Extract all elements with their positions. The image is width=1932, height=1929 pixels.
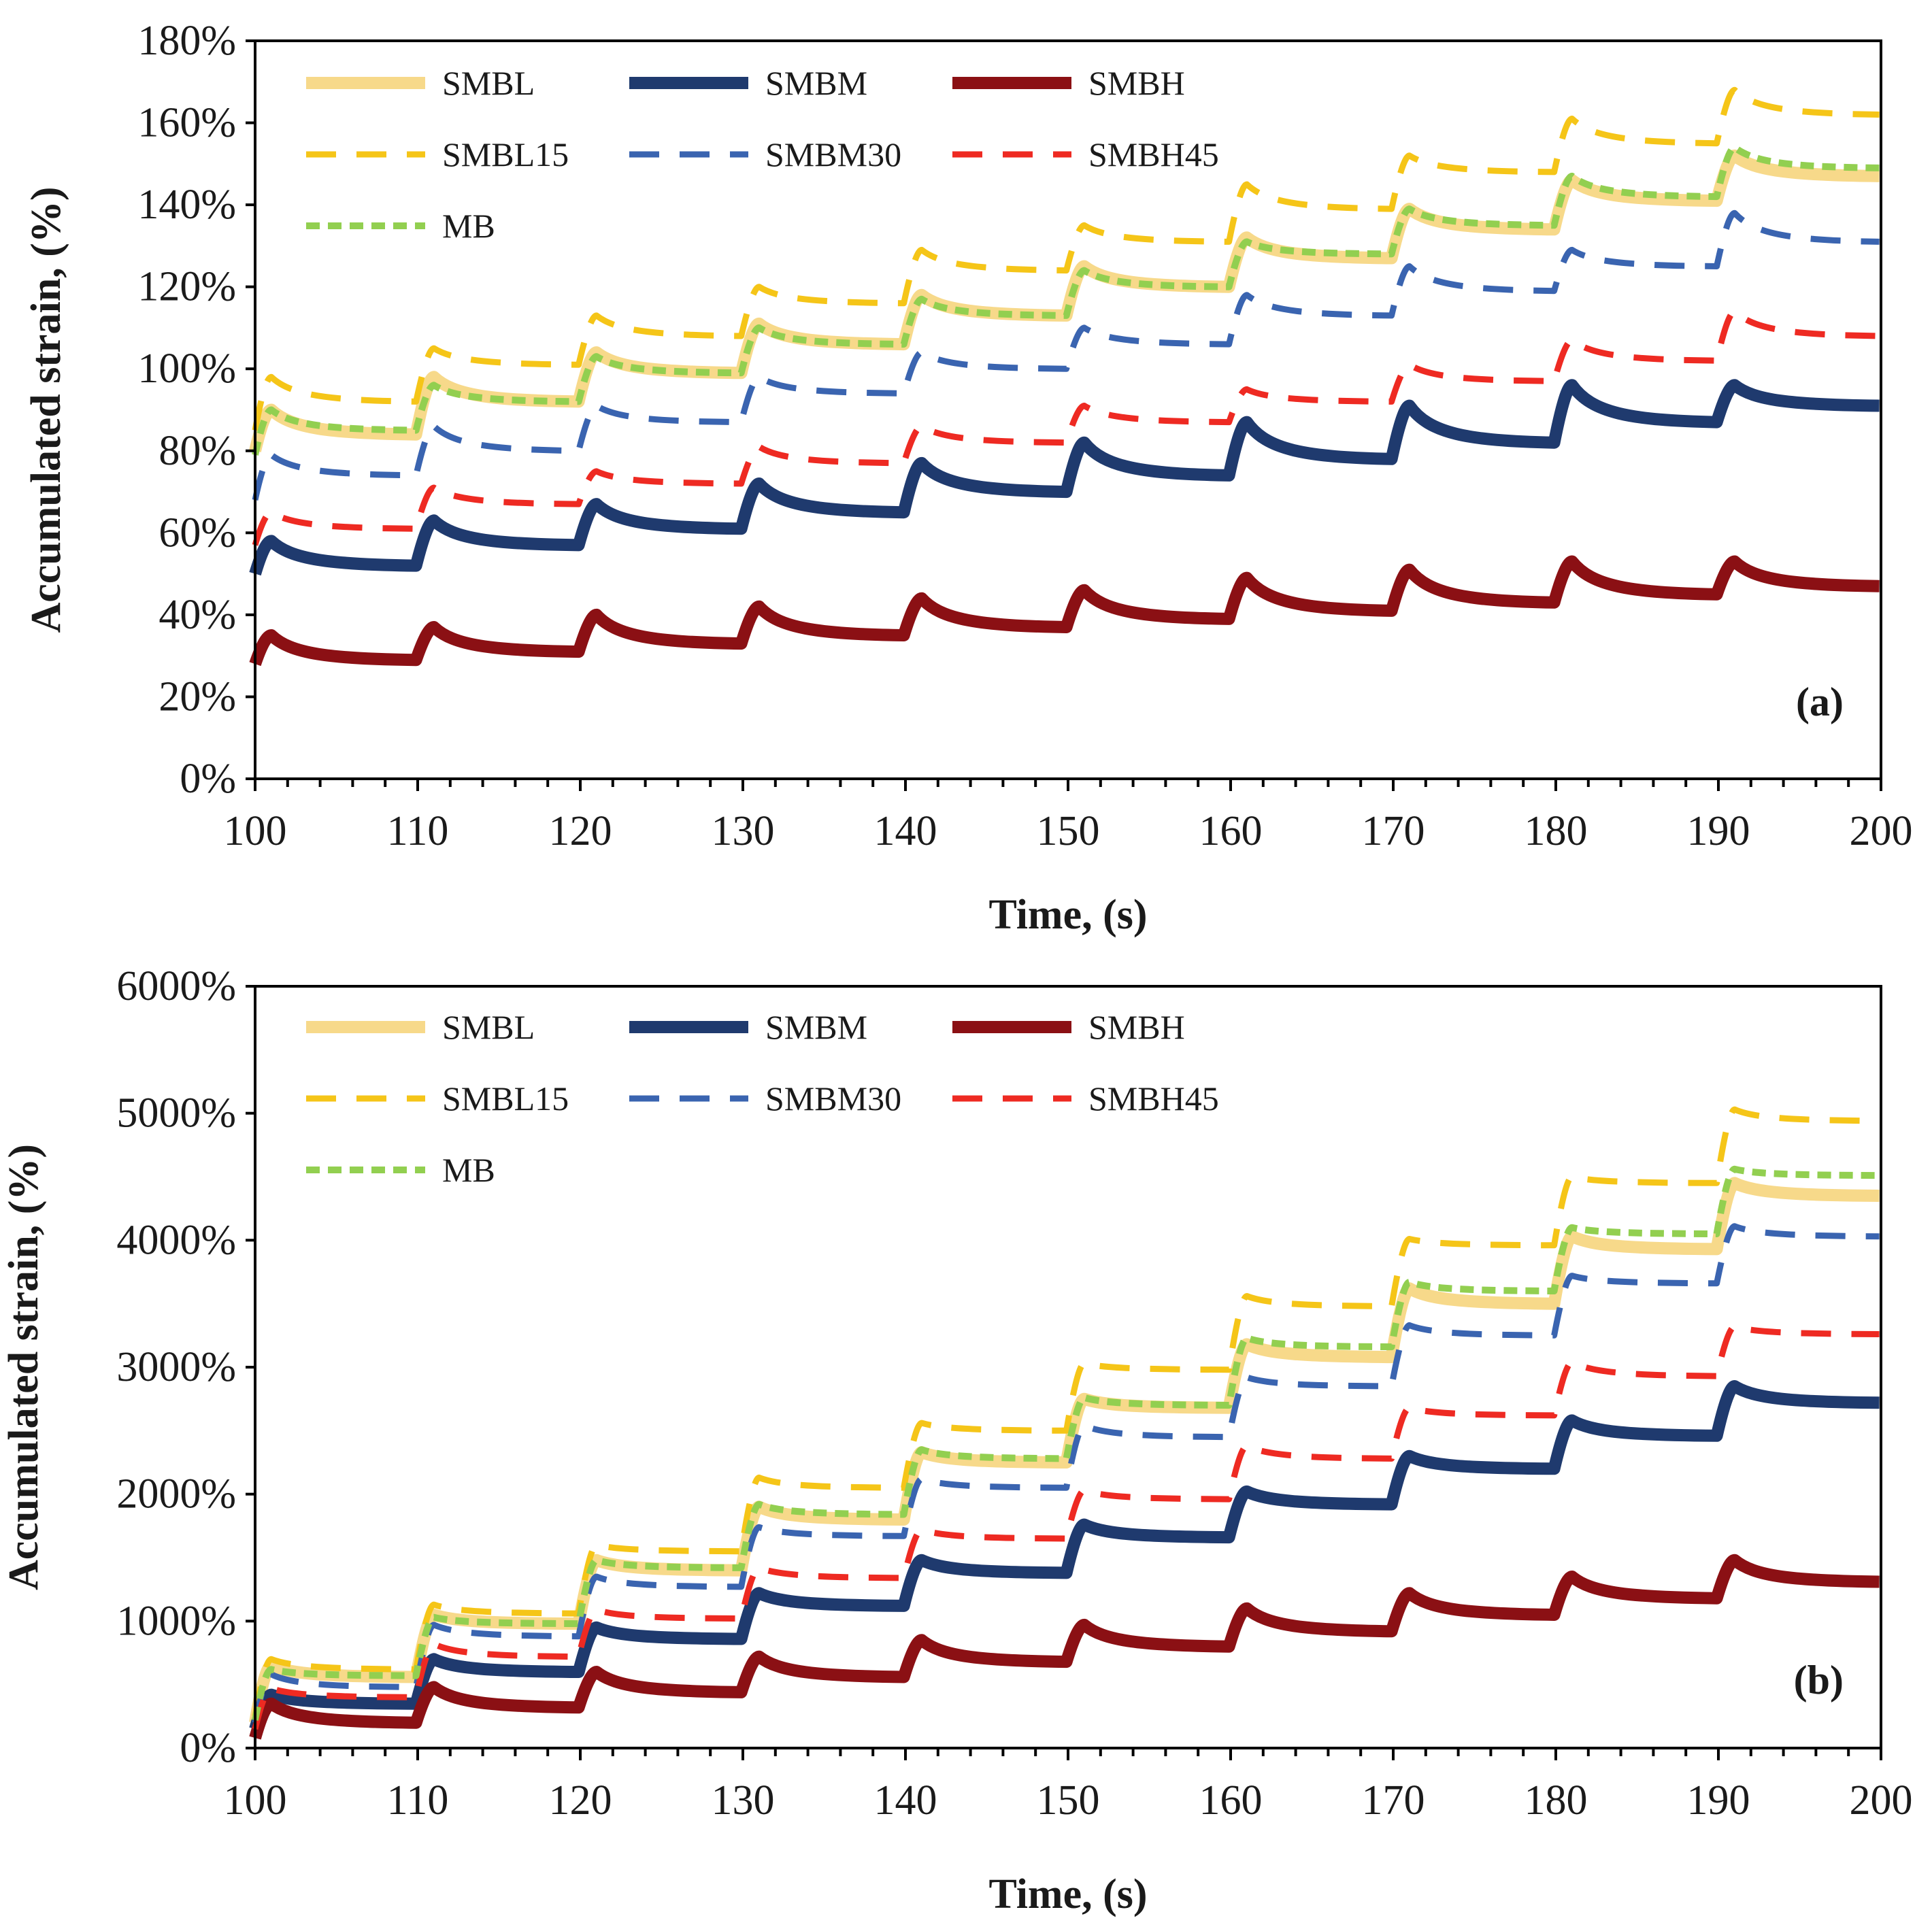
series-line-smbh (249, 555, 1880, 667)
legend-label-smbh45: SMBH45 (1088, 1079, 1219, 1118)
legend-label-smbl: SMBL (442, 64, 535, 102)
x-tick-label: 100 (224, 1777, 287, 1824)
legend-label-smbl15: SMBL15 (442, 1079, 569, 1118)
y-tick-label: 20% (159, 673, 236, 720)
series-line-smbh (249, 1554, 1880, 1740)
y-tick-label: 60% (159, 509, 236, 556)
legend-label-smbm30: SMBM30 (765, 135, 901, 173)
x-tick-label: 110 (387, 808, 449, 854)
y-tick-label: 140% (137, 182, 236, 228)
y-tick-label: 80% (159, 428, 236, 474)
y-tick-label: 120% (137, 264, 236, 310)
x-axis-title: Time, (s) (988, 892, 1147, 938)
series-line-mb (252, 1165, 1880, 1721)
series-group (249, 86, 1880, 667)
legend-label-mb: MB (442, 207, 495, 245)
x-tick-label: 100 (224, 808, 287, 854)
series-line-smbm (249, 379, 1880, 576)
y-tick-label: 160% (137, 100, 236, 146)
x-tick-label: 110 (387, 1777, 449, 1824)
y-tick-label: 4000% (116, 1217, 236, 1263)
series-line-smbh45 (252, 308, 1880, 546)
legend-label-mb: MB (442, 1151, 495, 1189)
legend: SMBL SMBM SMBH SMBL15 SMBM30 SMBH45 MB (306, 64, 1219, 245)
y-axis-title: Accumulated strain, (%) (23, 186, 69, 633)
x-tick-label: 150 (1037, 808, 1100, 854)
y-tick-label: 3000% (116, 1344, 236, 1390)
y-axis-title: Accumulated strain, (%) (1, 1144, 47, 1590)
x-tick-label: 170 (1362, 808, 1425, 854)
x-tick-label: 160 (1199, 808, 1263, 854)
legend-label-smbl: SMBL (442, 1008, 535, 1046)
x-tick-label: 120 (549, 1777, 612, 1824)
series-line-mb (252, 144, 1880, 456)
y-tick-label: 1000% (116, 1598, 236, 1644)
series-line-smbm30 (252, 1223, 1880, 1724)
legend-label-smbm: SMBM (765, 64, 867, 102)
x-tick-label: 140 (874, 808, 937, 854)
x-axis-title: Time, (s) (988, 1871, 1147, 1917)
series-line-smbl15 (252, 86, 1880, 431)
legend-label-smbh45: SMBH45 (1088, 135, 1219, 173)
x-tick-label: 140 (874, 1777, 937, 1824)
x-tick-label: 150 (1037, 1777, 1100, 1824)
x-tick-label: 190 (1687, 1777, 1750, 1824)
legend-label-smbl15: SMBL15 (442, 135, 569, 173)
series-group (249, 1106, 1880, 1740)
x-tick-label: 160 (1199, 1777, 1263, 1824)
series-line-smbm (249, 1380, 1880, 1731)
panel-label: (b) (1794, 1658, 1844, 1702)
y-tick-label: 0% (180, 756, 236, 802)
y-tick-label: 180% (137, 18, 236, 64)
y-tick-label: 40% (159, 592, 236, 638)
y-tick-label: 100% (137, 346, 236, 392)
x-tick-label: 200 (1850, 808, 1913, 854)
y-tick-label: 2000% (116, 1471, 236, 1517)
x-tick-label: 130 (712, 808, 775, 854)
x-tick-label: 180 (1525, 808, 1588, 854)
legend-label-smbh: SMBH (1088, 64, 1185, 102)
legend-label-smbh: SMBH (1088, 1008, 1185, 1046)
chart-panel-a: 0% 20% 40% 60% 80% 100% 120% 140% 160% 180% 100 110… (23, 18, 1913, 938)
x-tick-label: 170 (1362, 1777, 1425, 1824)
series-line-smbl (249, 1177, 1880, 1724)
x-tick-label: 130 (712, 1777, 775, 1824)
y-tick-label: 5000% (116, 1090, 236, 1137)
series-line-smbm30 (252, 209, 1880, 501)
x-tick-label: 200 (1850, 1777, 1913, 1824)
legend: SMBL SMBM SMBH SMBL15 SMBM30 SMBH45 MB (306, 1008, 1219, 1189)
y-tick-label: 0% (180, 1725, 236, 1771)
series-line-smbl15 (252, 1106, 1880, 1717)
panel-label: (a) (1796, 680, 1844, 724)
x-tick-label: 190 (1687, 808, 1750, 854)
legend-label-smbm30: SMBM30 (765, 1079, 901, 1118)
x-tick-label: 180 (1525, 1777, 1588, 1824)
y-tick-label: 6000% (116, 963, 236, 1009)
chart-panel-b: 0% 1000% 2000% 3000% 4000% 5000% 6000% 100 110 12… (1, 963, 1913, 1917)
series-line-smbl (249, 149, 1880, 452)
x-tick-label: 120 (549, 808, 612, 854)
legend-label-smbm: SMBM (765, 1008, 867, 1046)
